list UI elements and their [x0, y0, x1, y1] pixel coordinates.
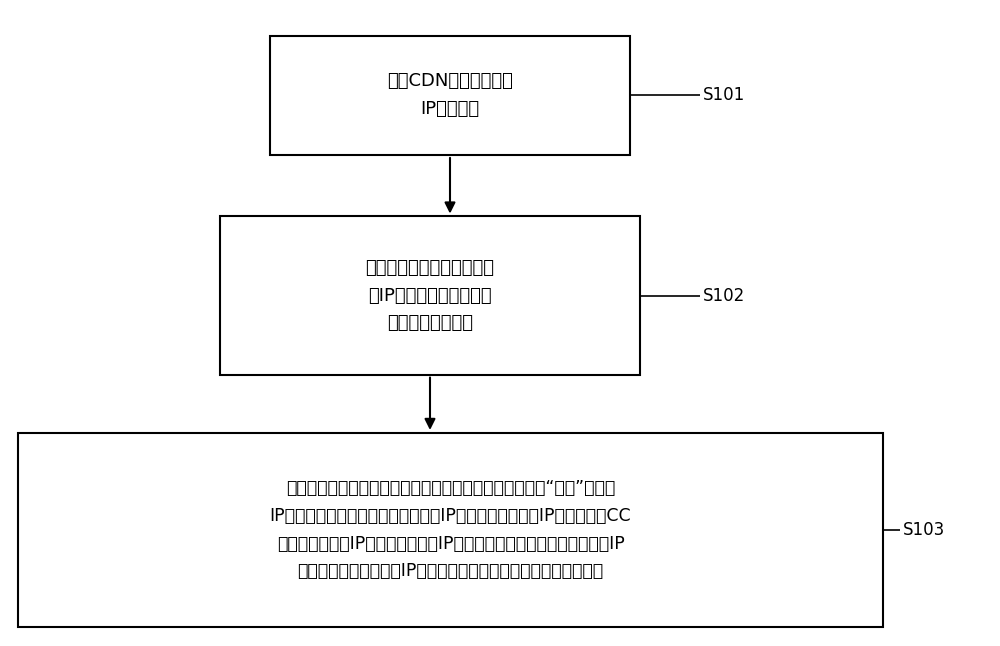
Text: 获取CDN节点日志中的
IP请求信息: 获取CDN节点日志中的 IP请求信息	[387, 72, 513, 118]
Text: S101: S101	[703, 86, 745, 104]
Text: S103: S103	[903, 521, 945, 539]
FancyBboxPatch shape	[18, 433, 883, 627]
Text: 基于名单、攻击特征库对所
述IP请求信息进行综合分
析并输出分析结果: 基于名单、攻击特征库对所 述IP请求信息进行综合分 析并输出分析结果	[366, 259, 494, 332]
Text: S102: S102	[703, 287, 745, 305]
Text: 基于所述分析结果来进行如下识别：如果所述分析结果为“正常”，则将
IP请求识别为正常请求并且放行所述IP请求，否则将所述IP请求识别为CC
攻击并且将所述IP请: 基于所述分析结果来进行如下识别：如果所述分析结果为“正常”，则将 IP请求识别为…	[270, 479, 631, 580]
FancyBboxPatch shape	[270, 36, 630, 155]
FancyBboxPatch shape	[220, 216, 640, 375]
